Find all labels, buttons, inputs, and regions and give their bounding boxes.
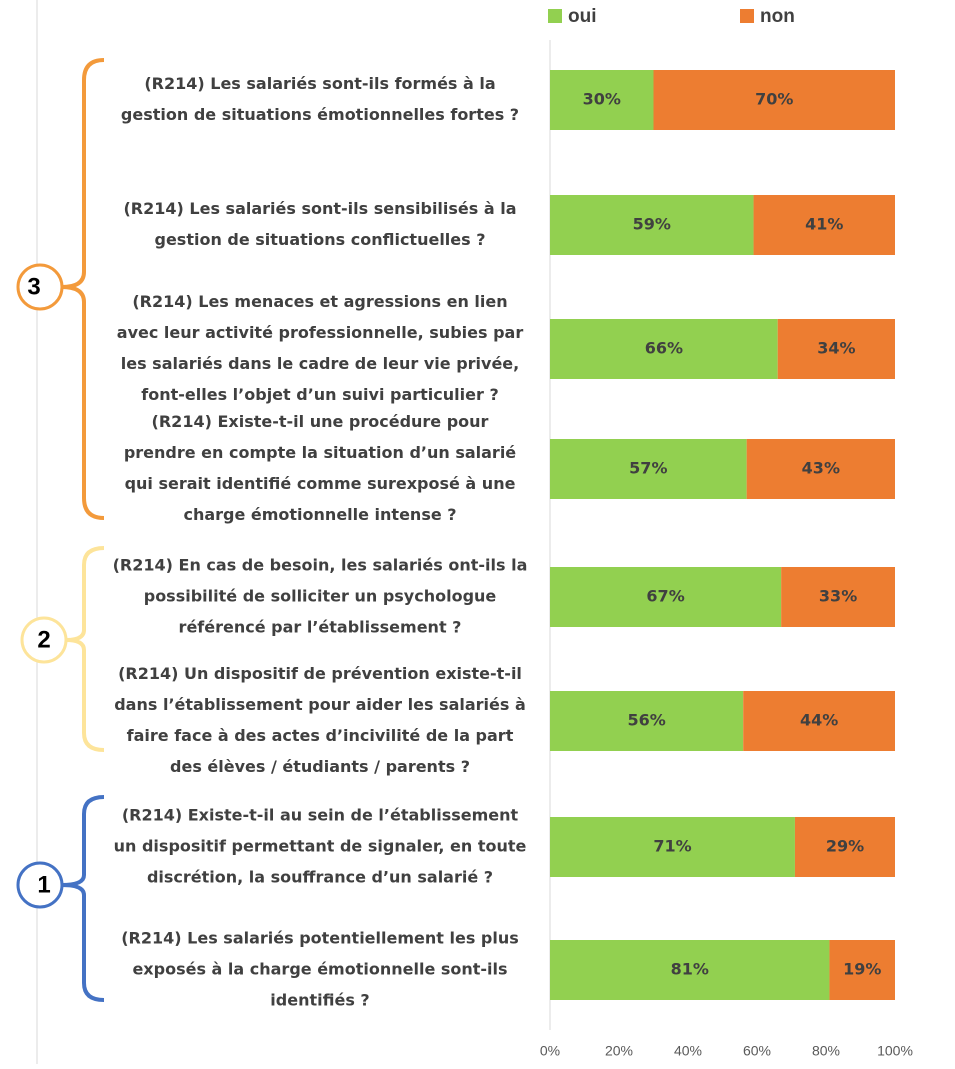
category-label: (R214) En cas de besoin, les salariés on… (113, 556, 528, 575)
x-tick-label: 0% (540, 1043, 560, 1059)
bar-segment (794, 817, 895, 877)
data-label: 43% (802, 459, 840, 478)
category-label: prendre en compte la situation d’un sala… (124, 443, 516, 462)
legend-label: oui (568, 6, 597, 27)
data-label: 19% (843, 960, 881, 979)
data-label: 41% (805, 215, 843, 234)
data-label: 66% (645, 339, 683, 358)
data-label: 30% (583, 90, 621, 109)
category-label: identifiés ? (270, 991, 369, 1010)
bar-segment (746, 439, 895, 499)
data-label: 44% (800, 711, 838, 730)
category-label: (R214) Les salariés potentiellement les … (121, 929, 519, 948)
bar-segment (753, 195, 895, 255)
bracket (61, 58, 105, 520)
bar-segment (550, 70, 654, 130)
bracket (65, 546, 105, 752)
x-tick-label: 60% (743, 1043, 771, 1059)
category-label: charge émotionnelle intense ? (183, 505, 456, 524)
category-label: (R214) Les menaces et agressions en lien (132, 292, 507, 311)
bar-segment (550, 691, 744, 751)
category-label: un dispositif permettant de signaler, en… (114, 837, 527, 856)
category-label: (R214) Les salariés sont-ils formés à la (144, 74, 495, 93)
annotation: 2 (37, 626, 50, 653)
bar-segment (829, 940, 895, 1000)
bracket-circle (16, 263, 64, 311)
annotation: 1 (37, 871, 50, 898)
x-tick-label: 20% (605, 1043, 633, 1059)
legend-swatch (548, 9, 562, 23)
data-label: 59% (633, 215, 671, 234)
x-tick-label: 100% (877, 1043, 913, 1059)
bracket (61, 795, 105, 1002)
legend-swatch (740, 9, 754, 23)
data-label: 81% (671, 960, 709, 979)
category-label: gestion de situations émotionnelles fort… (121, 105, 519, 124)
x-tick-label: 80% (812, 1043, 840, 1059)
category-label: exposés à la charge émotionnelle sont-il… (132, 960, 507, 979)
data-label: 71% (653, 837, 691, 856)
data-label: 33% (819, 587, 857, 606)
category-label: avec leur activité professionnelle, subi… (117, 323, 524, 342)
bar-segment (653, 70, 895, 130)
bracket-circle (16, 861, 64, 909)
data-label: 57% (629, 459, 667, 478)
data-label: 56% (627, 711, 665, 730)
category-label: (R214) Un dispositif de prévention exist… (118, 664, 522, 683)
bar-segment (777, 319, 895, 379)
bar-segment (550, 940, 830, 1000)
data-label: 34% (817, 339, 855, 358)
bar-segment (550, 439, 747, 499)
bar-segment (550, 195, 754, 255)
bar-segment (781, 567, 895, 627)
annotation: 3 (27, 273, 40, 300)
category-label: référencé par l’établissement ? (179, 618, 462, 637)
category-label: font-elles l’objet d’un suivi particulie… (141, 385, 498, 404)
bar-segment (550, 319, 778, 379)
data-label: 29% (826, 837, 864, 856)
data-label: 67% (646, 587, 684, 606)
category-label: (R214) Les salariés sont-ils sensibilisé… (123, 199, 516, 218)
category-label: faire face à des actes d’incivilité de l… (127, 726, 514, 745)
legend-label: non (760, 6, 795, 27)
data-label: 70% (755, 90, 793, 109)
category-label: les salariés dans le cadre de leur vie p… (121, 354, 519, 373)
category-label: dans l’établissement pour aider les sala… (114, 695, 526, 714)
category-label: (R214) Existe-t-il au sein de l’établiss… (122, 806, 519, 825)
bar-segment (550, 567, 782, 627)
x-tick-label: 40% (674, 1043, 702, 1059)
category-label: gestion de situations conflictuelles ? (154, 230, 485, 249)
bar-segment (743, 691, 895, 751)
bracket-circle (20, 616, 68, 664)
category-label: discrétion, la souffrance d’un salarié ? (147, 868, 493, 887)
category-label: possibilité de solliciter un psychologue (144, 587, 497, 606)
category-label: (R214) Existe-t-il une procédure pour (152, 412, 489, 431)
category-label: qui serait identifié comme surexposé à u… (125, 474, 516, 493)
bar-segment (550, 817, 795, 877)
category-label: des élèves / étudiants / parents ? (170, 757, 470, 776)
